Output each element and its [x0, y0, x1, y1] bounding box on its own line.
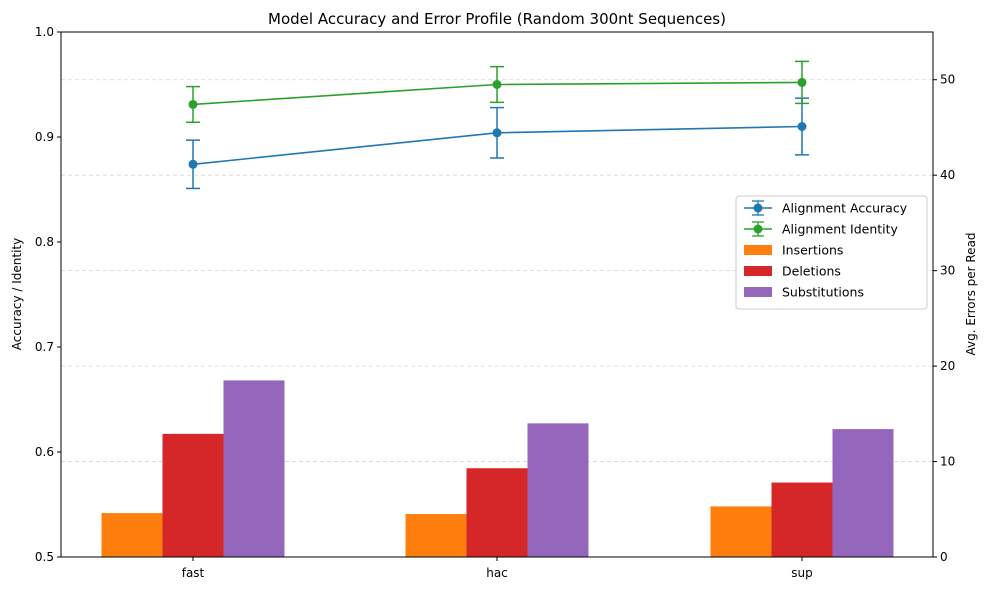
- left-tick-label: 0.8: [35, 235, 54, 249]
- point-alignment-accuracy-sup: [797, 122, 807, 131]
- point-alignment-identity-fast: [188, 99, 198, 109]
- legend-box: [735, 195, 928, 310]
- point-alignment-identity-hac: [492, 80, 502, 89]
- bar-deletions-fast: [162, 433, 224, 557]
- right-tick-label: 30: [940, 264, 955, 278]
- legend-bar-swatch: [744, 287, 772, 297]
- x-tick-label: sup: [791, 566, 812, 580]
- bar-substitutions-fast: [223, 380, 285, 557]
- chart-title: Model Accuracy and Error Profile (Random…: [268, 10, 726, 28]
- bar-insertions-fast: [101, 513, 163, 557]
- x-tick-label: hac: [486, 566, 508, 580]
- x-tick-label: fast: [182, 566, 205, 580]
- right-tick-label: 10: [940, 455, 955, 469]
- point-alignment-accuracy-fast: [188, 159, 198, 169]
- point-alignment-accuracy-hac: [492, 128, 502, 138]
- legend-label: Deletions: [782, 264, 841, 279]
- legend-label: Insertions: [782, 243, 843, 258]
- legend-bar-swatch: [744, 266, 772, 276]
- bar-deletions-hac: [466, 468, 528, 557]
- legend-label: Alignment Identity: [782, 222, 899, 237]
- left-tick-label: 1.0: [35, 25, 54, 39]
- bar-insertions-sup: [710, 506, 772, 557]
- right-tick-label: 40: [940, 168, 955, 182]
- left-tick-label: 0.7: [35, 340, 54, 354]
- point-alignment-identity-sup: [797, 77, 807, 87]
- bars-layer: [101, 380, 894, 557]
- legend-label: Alignment Accuracy: [782, 201, 908, 216]
- bar-substitutions-sup: [832, 429, 894, 557]
- legend-marker: [753, 224, 763, 234]
- legend-bar-swatch: [744, 245, 772, 255]
- bar-deletions-sup: [771, 482, 833, 557]
- legend-marker: [753, 203, 763, 213]
- left-tick-label: 0.9: [35, 130, 54, 144]
- left-tick-label: 0.6: [35, 445, 54, 459]
- right-tick-label: 0: [940, 550, 948, 564]
- right-tick-label: 50: [940, 73, 955, 87]
- left-tick-label: 0.5: [35, 550, 54, 564]
- right-tick-label: 20: [940, 359, 955, 373]
- left-axis-label: Accuracy / Identity: [10, 238, 24, 350]
- right-axis-label: Avg. Errors per Read: [964, 232, 978, 355]
- legend-label: Substitutions: [782, 285, 864, 300]
- lines-layer: [186, 60, 809, 190]
- bar-insertions-hac: [405, 514, 467, 557]
- bar-substitutions-hac: [527, 423, 589, 557]
- legend: Alignment Accuracy Alignment Identity Inse…: [735, 195, 928, 310]
- axes-layer: 0.5 0.6 0.7 0.8 0.9 1.0 0 10 20 30 40 50 fast hac sup: [35, 25, 955, 580]
